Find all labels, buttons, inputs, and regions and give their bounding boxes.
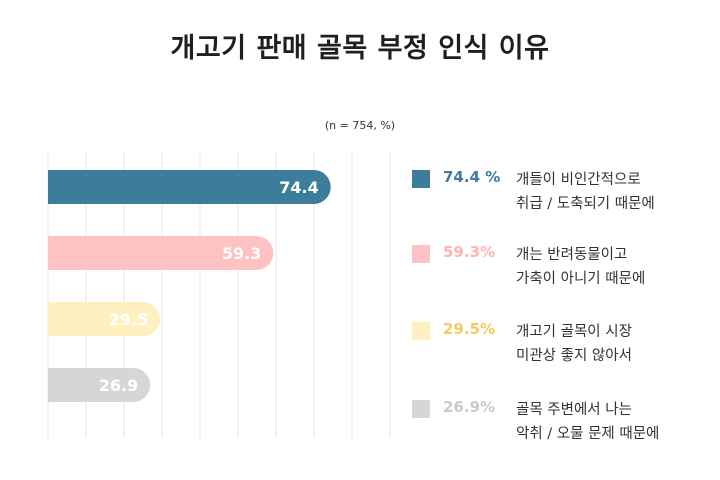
bar-value-label-4: 26.9	[99, 376, 138, 395]
legend-swatch-3	[412, 322, 430, 340]
legend-percent-3: 29.5%	[443, 320, 496, 338]
legend-percent-1: 74.4 %	[443, 168, 501, 186]
legend-percent-4: 26.9%	[443, 398, 496, 416]
bar-value-label-2: 59.3	[222, 244, 261, 263]
bars: 74.4 59.3 29.5 26.9	[48, 170, 331, 402]
legend-item: 26.9% 골목 주변에서 나는 악취 / 오물 문제 때문에	[410, 396, 720, 446]
legend-reason-4: 골목 주변에서 나는 악취 / 오물 문제 때문에	[516, 402, 660, 442]
legend-swatch-1	[412, 170, 430, 188]
chart-title: 개고기 판매 골목 부정 인식 이유	[170, 33, 550, 64]
bar-4	[48, 368, 151, 402]
bar-chart: 74.4 59.3 29.5 26.9	[47, 152, 391, 438]
bar-1	[48, 170, 331, 204]
bar-2	[48, 236, 274, 270]
legend-item: 74.4 % 개들이 비인간적으로 취급 / 도축되기 때문에	[410, 166, 720, 216]
legend-item: 29.5% 개고기 골목이 시장 미관상 좋지 않아서	[410, 318, 720, 368]
legend-swatch-4	[412, 400, 430, 418]
legend-percent-2: 59.3%	[443, 243, 496, 261]
legend-reason-3: 개고기 골목이 시장 미관상 좋지 않아서	[516, 324, 632, 364]
bar-value-label-3: 29.5	[109, 310, 148, 329]
bar-3	[48, 302, 161, 336]
legend-reason-1: 개들이 비인간적으로 취급 / 도축되기 때문에	[516, 172, 655, 212]
bar-value-label-1: 74.4	[279, 178, 318, 197]
legend-swatch-2	[412, 245, 430, 263]
legend-reason-2: 개는 반려동물이고 가축이 아니기 때문에	[516, 247, 646, 287]
sample-note: (n = 754, %)	[324, 119, 396, 132]
legend-item: 59.3% 개는 반려동물이고 가축이 아니기 때문에	[410, 241, 720, 291]
